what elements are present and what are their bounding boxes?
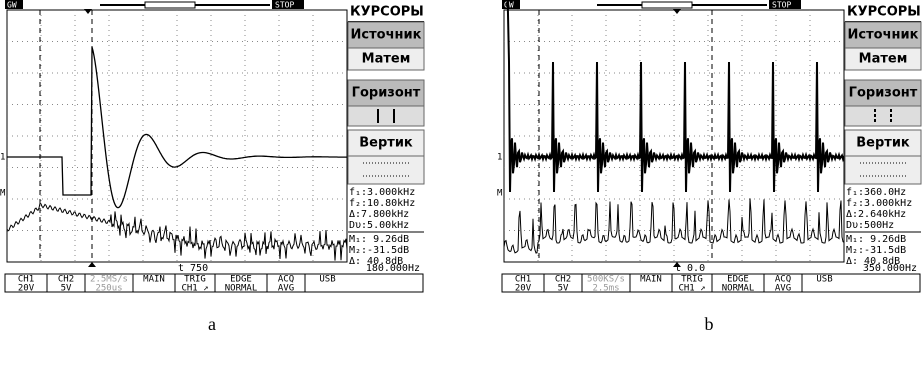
channel-marker: M — [0, 189, 6, 199]
footer-text: USB — [816, 275, 832, 285]
time-marker — [88, 262, 96, 267]
cursor-freq: 180.000Hz — [366, 263, 420, 274]
figure: GW STOP 1 M КУРСОРЫ Источник Матем Горизонт Верт… — [0, 0, 924, 367]
menu-item: Горизонт — [849, 86, 918, 101]
readout: Δ:2.640kHz — [846, 209, 906, 220]
menu-item: Вертик — [359, 136, 413, 151]
menu-item: Источник — [351, 28, 422, 43]
menu-item: Горизонт — [352, 86, 421, 101]
footer-text: AVG — [278, 284, 294, 294]
readout: f₁:3.000kHz — [349, 187, 415, 198]
status: GW — [504, 1, 514, 10]
footer-text: 5V — [61, 284, 72, 294]
footer-text: 20V — [18, 284, 35, 294]
stop: STOP — [772, 1, 791, 10]
readout: Δ:7.800kHz — [349, 209, 409, 220]
cursor-freq: 350.000Hz — [863, 263, 917, 274]
readout: Dυ:5.00kHz — [349, 220, 409, 231]
memory-window — [145, 2, 195, 8]
footer-text: MAIN — [143, 275, 165, 285]
menu-item: Источник — [848, 28, 919, 43]
memory-window — [642, 2, 692, 8]
footer-text: AVG — [775, 284, 791, 294]
readout: f₁:360.0Hz — [846, 187, 906, 198]
footer-text: 20V — [515, 284, 532, 294]
footer-text: CH1 ↗ — [181, 284, 208, 294]
readout: M₂:-31.5dB — [846, 245, 906, 256]
menu-button — [348, 106, 424, 126]
status: GW — [7, 1, 17, 10]
channel-marker: 1 — [497, 153, 502, 163]
menu-button — [845, 106, 921, 126]
menu-item: Матем — [362, 52, 411, 67]
caption: b — [705, 314, 714, 334]
channel-marker: M — [497, 189, 503, 199]
time-offset: t 750 — [178, 263, 208, 274]
footer-text: CH1 ↗ — [678, 284, 705, 294]
menu-button — [348, 156, 424, 184]
footer-text: 250us — [95, 284, 122, 294]
readout: f₂:3.000kHz — [846, 198, 912, 209]
readout: f₂:10.80kHz — [349, 198, 415, 209]
menu-title: КУРСОРЫ — [847, 5, 921, 20]
footer-text: 2.5ms — [592, 284, 619, 294]
readout: M₂:-31.5dB — [349, 245, 409, 256]
footer-text: USB — [319, 275, 335, 285]
caption: a — [208, 314, 216, 334]
menu-item: Матем — [859, 52, 908, 67]
footer-text: 5V — [558, 284, 569, 294]
menu-title: КУРСОРЫ — [350, 5, 424, 20]
stop: STOP — [275, 1, 294, 10]
time-offset: t 0.0 — [675, 263, 705, 274]
readout: Dυ:500Hz — [846, 220, 894, 231]
menu-button — [845, 156, 921, 184]
channel-marker: 1 — [0, 153, 5, 163]
footer-text: MAIN — [640, 275, 662, 285]
menu-item: Вертик — [856, 136, 910, 151]
readout: M₁: 9.26dB — [349, 234, 409, 245]
footer-text: NORMAL — [225, 284, 258, 294]
readout: M₁: 9.26dB — [846, 234, 906, 245]
footer-text: NORMAL — [722, 284, 755, 294]
